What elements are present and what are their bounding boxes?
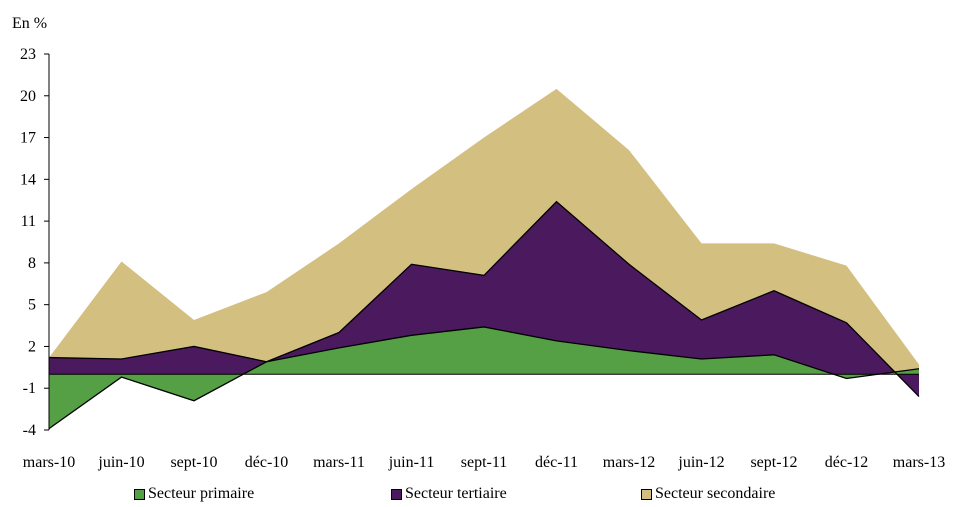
chart-y-ticks: 23 20 17 14 11 8 5 2 -1 -4 xyxy=(20,46,49,439)
legend-label-primaire: Secteur primaire xyxy=(148,485,255,502)
y-tick-label: -1 xyxy=(23,380,36,397)
legend-swatch-tertiaire xyxy=(391,488,402,500)
legend-item-primaire: Secteur primaire xyxy=(134,485,254,503)
x-tick-label: juin-12 xyxy=(677,454,724,471)
x-tick-label: déc-10 xyxy=(245,454,289,471)
chart-axes xyxy=(48,54,919,430)
x-tick-label: sept-10 xyxy=(170,454,217,471)
x-tick-label: sept-12 xyxy=(750,454,797,471)
x-tick-label: juin-10 xyxy=(97,454,144,471)
chart-areas xyxy=(48,88,920,430)
y-tick-label: 5 xyxy=(28,297,36,314)
x-tick-label: mars-12 xyxy=(603,454,655,471)
x-tick-label: juin-11 xyxy=(388,454,435,471)
line-tertiaire xyxy=(48,200,920,398)
chart-svg: 23 20 17 14 11 8 5 2 -1 -4 mars-10 juin-10 sept-10 d… xyxy=(12,15,945,471)
y-tick-label: 17 xyxy=(20,130,36,147)
x-tick-label: déc-11 xyxy=(535,454,578,471)
x-tick-label: mars-11 xyxy=(313,454,365,471)
x-tick-label: sept-11 xyxy=(461,454,508,471)
y-tick-label: 2 xyxy=(28,338,36,355)
chart-x-labels: mars-10 juin-10 sept-10 déc-10 mars-11 juin-1… xyxy=(23,454,945,471)
legend-swatch-primaire xyxy=(134,488,145,500)
legend-item-tertiaire: Secteur tertiaire xyxy=(391,485,507,503)
y-tick-label: 8 xyxy=(28,255,36,272)
y-tick-label: 20 xyxy=(20,88,36,105)
unit-label: En % xyxy=(12,15,47,32)
area-secondaire xyxy=(49,88,919,375)
y-tick-label: 23 xyxy=(20,46,36,63)
legend-item-secondaire: Secteur secondaire xyxy=(641,485,775,503)
legend: Secteur primaire Secteur tertiaire Secte… xyxy=(0,485,955,507)
x-tick-label: mars-13 xyxy=(893,454,945,471)
x-tick-label: déc-12 xyxy=(825,454,869,471)
line-primaire xyxy=(48,326,920,430)
y-tick-label: -4 xyxy=(23,422,36,439)
area-primaire xyxy=(49,326,919,429)
x-tick-label: mars-10 xyxy=(23,454,75,471)
legend-label-tertiaire: Secteur tertiaire xyxy=(405,485,507,502)
y-tick-label: 14 xyxy=(20,171,36,188)
y-tick-label: 11 xyxy=(21,213,36,230)
area-tertiaire xyxy=(49,201,919,397)
legend-label-secondaire: Secteur secondaire xyxy=(655,485,776,502)
legend-swatch-secondaire xyxy=(641,488,652,500)
